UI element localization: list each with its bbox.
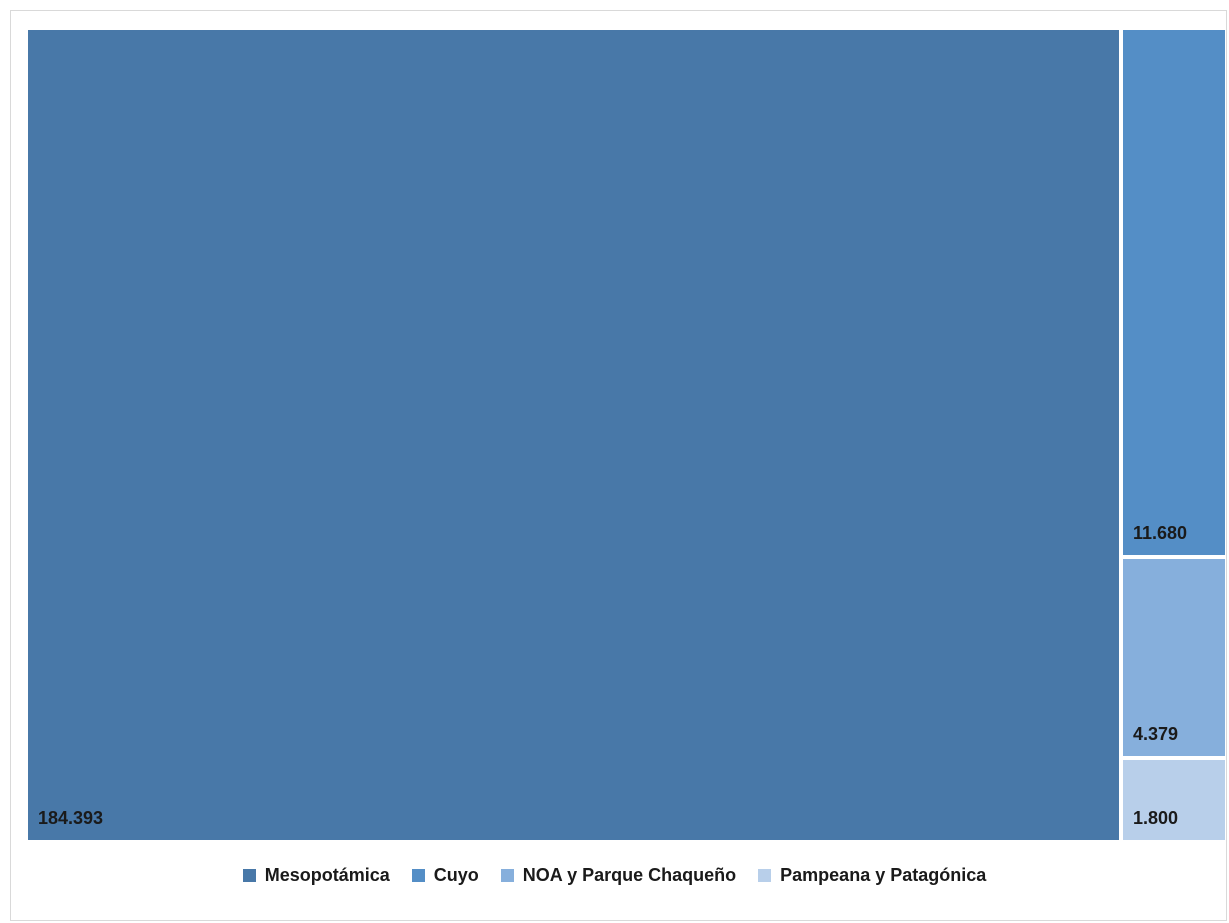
- legend-swatch-mesopotamica: [242, 868, 256, 882]
- data-label-noa: 4.379: [1133, 724, 1178, 744]
- data-label-mesopotamica: 184.393: [38, 808, 103, 828]
- legend-label-noa: NOA y Parque Chaqueño: [522, 864, 737, 885]
- legend-swatch-cuyo: [411, 868, 425, 882]
- legend-swatch-pampeana: [758, 868, 772, 882]
- legend: Mesopotámica Cuyo NOA y Parque Chaqueño …: [0, 862, 1229, 888]
- legend-label-pampeana: Pampeana y Patagónica: [780, 864, 987, 885]
- data-label-cuyo: 11.680: [1133, 523, 1187, 543]
- data-label-pampeana: 1.800: [1133, 808, 1178, 828]
- legend-label-mesopotamica: Mesopotámica: [264, 864, 390, 885]
- legend-item-mesopotamica: Mesopotámica: [242, 864, 390, 886]
- treemap-tile-mesopotamica: [28, 30, 1119, 840]
- legend-item-cuyo: Cuyo: [411, 864, 479, 886]
- legend-item-noa: NOA y Parque Chaqueño: [500, 864, 737, 886]
- treemap-tile-pampeana: [1123, 760, 1225, 840]
- legend-item-pampeana: Pampeana y Patagónica: [758, 865, 986, 886]
- treemap-tile-noa: [1123, 559, 1225, 756]
- legend-label-cuyo: Cuyo: [433, 864, 479, 885]
- treemap-tile-cuyo: [1123, 30, 1225, 555]
- legend-swatch-noa: [500, 868, 514, 882]
